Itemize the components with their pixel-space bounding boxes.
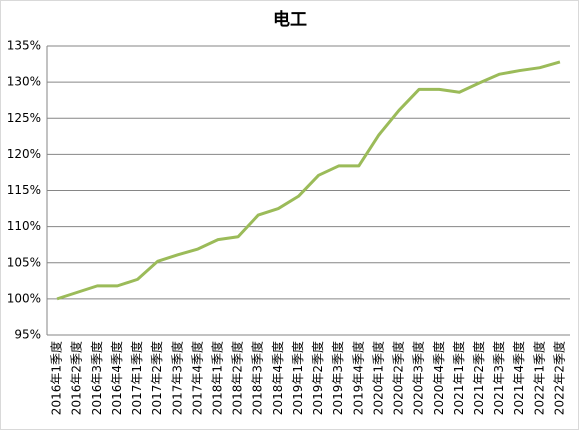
x-tick-label: 2019年2季度 bbox=[310, 341, 325, 415]
x-tick-label: 2019年1季度 bbox=[290, 341, 305, 415]
x-tick-label: 2018年4季度 bbox=[270, 341, 285, 415]
x-tick-label: 2017年3季度 bbox=[169, 341, 184, 415]
x-tick-label: 2021年2季度 bbox=[471, 341, 486, 415]
x-tick-label: 2016年1季度 bbox=[49, 341, 64, 415]
x-tick-label: 2018年3季度 bbox=[250, 341, 265, 415]
x-tick-label: 2018年1季度 bbox=[209, 341, 224, 415]
x-tick-label: 2022年1季度 bbox=[531, 341, 546, 415]
x-tick-label: 2020年1季度 bbox=[370, 341, 385, 415]
x-tick-label: 2016年2季度 bbox=[69, 341, 84, 415]
x-tick-label: 2020年4季度 bbox=[431, 341, 446, 415]
y-tick-label: 95% bbox=[14, 328, 41, 342]
y-tick-label: 135% bbox=[7, 39, 41, 53]
x-tick-label: 2016年4季度 bbox=[109, 341, 124, 415]
x-tick-label: 2020年3季度 bbox=[411, 341, 426, 415]
x-tick-label: 2016年3季度 bbox=[89, 341, 104, 415]
x-tick-label: 2020年2季度 bbox=[391, 341, 406, 415]
y-tick-label: 105% bbox=[7, 255, 41, 269]
chart-title: 电工 bbox=[273, 9, 307, 30]
x-tick-label: 2021年4季度 bbox=[511, 341, 526, 415]
y-tick-label: 125% bbox=[7, 111, 41, 125]
x-tick-label: 2017年4季度 bbox=[189, 341, 204, 415]
x-tick-label: 2019年3季度 bbox=[330, 341, 345, 415]
x-tick-label: 2017年1季度 bbox=[129, 341, 144, 415]
y-tick-label: 100% bbox=[7, 291, 41, 305]
x-tick-label: 2019年4季度 bbox=[350, 341, 365, 415]
y-tick-label: 120% bbox=[7, 147, 41, 161]
line-series bbox=[56, 60, 561, 301]
y-tick-label: 115% bbox=[7, 183, 41, 197]
x-tick-label: 2018年2季度 bbox=[230, 341, 245, 415]
x-tick-label: 2021年3季度 bbox=[491, 341, 506, 415]
x-tick-label: 2017年2季度 bbox=[149, 341, 164, 415]
y-tick-label: 130% bbox=[7, 75, 41, 89]
x-tick-label: 2021年1季度 bbox=[451, 341, 466, 415]
x-tick-label: 2022年2季度 bbox=[551, 341, 566, 415]
y-tick-label: 110% bbox=[7, 219, 41, 233]
